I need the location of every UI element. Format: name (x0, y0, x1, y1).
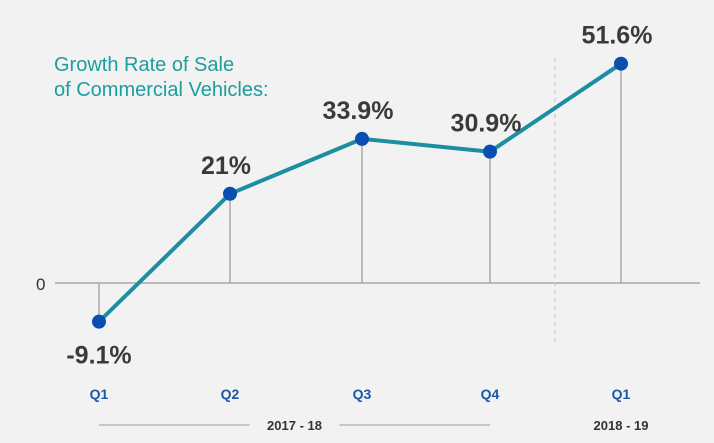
period-labels: 2017 - 18 2018 - 19 (99, 418, 648, 433)
data-point-1 (92, 314, 106, 329)
data-point-5 (614, 56, 628, 71)
data-label-2: 21% (201, 152, 251, 180)
category-label-5: Q1 (612, 386, 631, 402)
chart-title: Growth Rate of Sale of Commercial Vehicl… (54, 54, 269, 101)
period-label-1: 2017 - 18 (267, 418, 322, 433)
data-label-1: -9.1% (66, 342, 131, 370)
chart-title-line-2: of Commercial Vehicles: (54, 79, 269, 101)
category-label-3: Q3 (353, 386, 372, 402)
data-label-4: 30.9% (451, 110, 522, 138)
category-label-2: Q2 (221, 386, 240, 402)
category-labels: Q1 Q2 Q3 Q4 Q1 (90, 386, 631, 402)
data-point-3 (355, 131, 369, 146)
zero-axis-label: 0 (36, 275, 45, 294)
data-label-3: 33.9% (323, 97, 394, 125)
data-label-5: 51.6% (582, 22, 653, 50)
chart-marks: -9.1% 21% 33.9% 30.9% 51.6% (66, 22, 652, 370)
period-label-2: 2018 - 19 (594, 418, 649, 433)
category-label-1: Q1 (90, 386, 109, 402)
chart-title-line-1: Growth Rate of Sale (54, 54, 234, 76)
category-label-4: Q4 (481, 386, 500, 402)
data-point-2 (223, 186, 237, 201)
data-point-4 (483, 144, 497, 159)
